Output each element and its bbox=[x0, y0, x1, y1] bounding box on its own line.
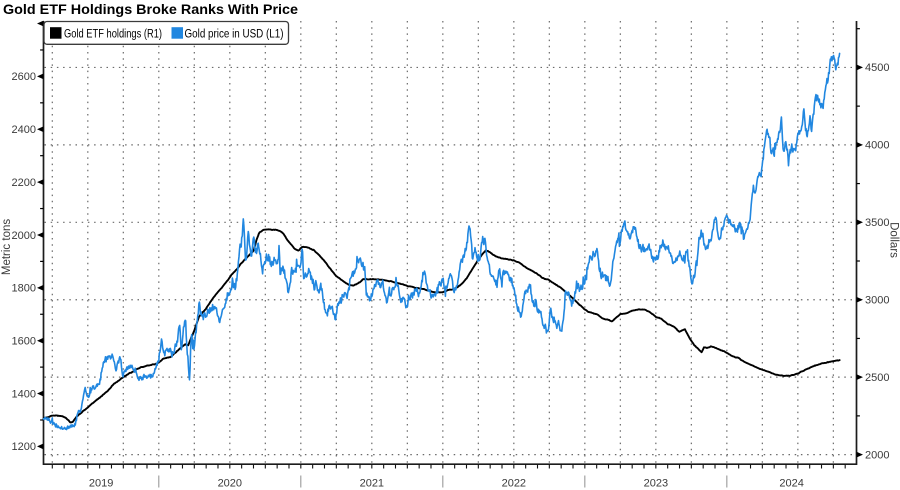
legend-swatch-holdings bbox=[50, 27, 62, 39]
right-axis-tick-label: 3000 bbox=[865, 295, 889, 307]
axis-tick-labels: 1200 1400 1600 1800 2000 2200 2400 2600 2000 2500… bbox=[12, 62, 890, 489]
holdings-line bbox=[42, 228, 841, 424]
legend: Gold ETF holdings (R1) Gold price in USD… bbox=[43, 20, 290, 45]
legend-label-price: Gold price in USD (L1) bbox=[185, 26, 284, 40]
gridlines bbox=[44, 21, 856, 464]
legend-swatch-price bbox=[171, 27, 183, 39]
x-axis-year-label: 2024 bbox=[779, 478, 803, 490]
left-axis-arrow-tick bbox=[37, 284, 44, 291]
x-axis-year-label: 2020 bbox=[218, 478, 242, 490]
right-axis-tick-label: 2500 bbox=[865, 372, 889, 384]
left-axis-arrow-tick bbox=[37, 390, 44, 397]
right-axis-arrow-tick bbox=[856, 141, 863, 148]
left-axis-tick-label: 1200 bbox=[12, 441, 36, 453]
x-axis-year-label: 2023 bbox=[644, 478, 668, 490]
right-axis-arrow-tick bbox=[856, 451, 863, 458]
right-axis-tick-label: 3500 bbox=[865, 217, 889, 229]
left-axis-arrow-tick bbox=[37, 179, 44, 186]
left-axis-title: Metric tons bbox=[1, 219, 13, 275]
left-axis-tick-label: 2600 bbox=[12, 71, 36, 83]
legend-box bbox=[43, 20, 290, 45]
left-axis-tick-label: 2400 bbox=[12, 124, 36, 136]
right-axis-arrow-tick bbox=[856, 64, 863, 71]
left-axis-arrow-tick bbox=[37, 232, 44, 238]
left-axis-tick-label: 2200 bbox=[12, 177, 36, 189]
x-axis-year-label: 2022 bbox=[502, 478, 526, 490]
right-axis-title: Dollars bbox=[888, 222, 900, 258]
left-axis-tick-label: 1600 bbox=[12, 335, 36, 347]
x-axis-year-label: 2021 bbox=[360, 478, 384, 490]
left-axis-arrow-tick bbox=[37, 126, 44, 133]
left-axis-arrow-tick bbox=[37, 73, 44, 80]
right-axis-arrow-tick bbox=[856, 296, 863, 303]
right-axis-arrow-tick bbox=[856, 374, 863, 381]
right-axis-tick-label: 4500 bbox=[865, 62, 889, 74]
x-axis-year-label: 2019 bbox=[89, 478, 113, 490]
axes-spines bbox=[42, 21, 858, 466]
right-axis-tick-label: 4000 bbox=[865, 140, 889, 152]
plot-spines bbox=[42, 21, 858, 466]
data-series bbox=[42, 52, 841, 431]
left-axis-arrow-tick bbox=[37, 20, 44, 27]
left-axis-arrow-tick bbox=[37, 443, 44, 450]
left-axis-tick-label: 2000 bbox=[12, 230, 36, 242]
chart-title: Gold ETF Holdings Broke Ranks With Price bbox=[3, 2, 299, 17]
axis-ticks bbox=[37, 20, 863, 488]
price-line bbox=[42, 52, 841, 431]
left-axis-tick-label: 1400 bbox=[12, 388, 36, 400]
legend-label-holdings: Gold ETF holdings (R1) bbox=[64, 26, 162, 40]
left-axis-tick-label: 1800 bbox=[12, 283, 36, 295]
left-axis-arrow-tick bbox=[37, 337, 44, 344]
right-axis-arrow-tick bbox=[856, 219, 863, 226]
right-axis-tick-label: 2000 bbox=[865, 449, 889, 461]
